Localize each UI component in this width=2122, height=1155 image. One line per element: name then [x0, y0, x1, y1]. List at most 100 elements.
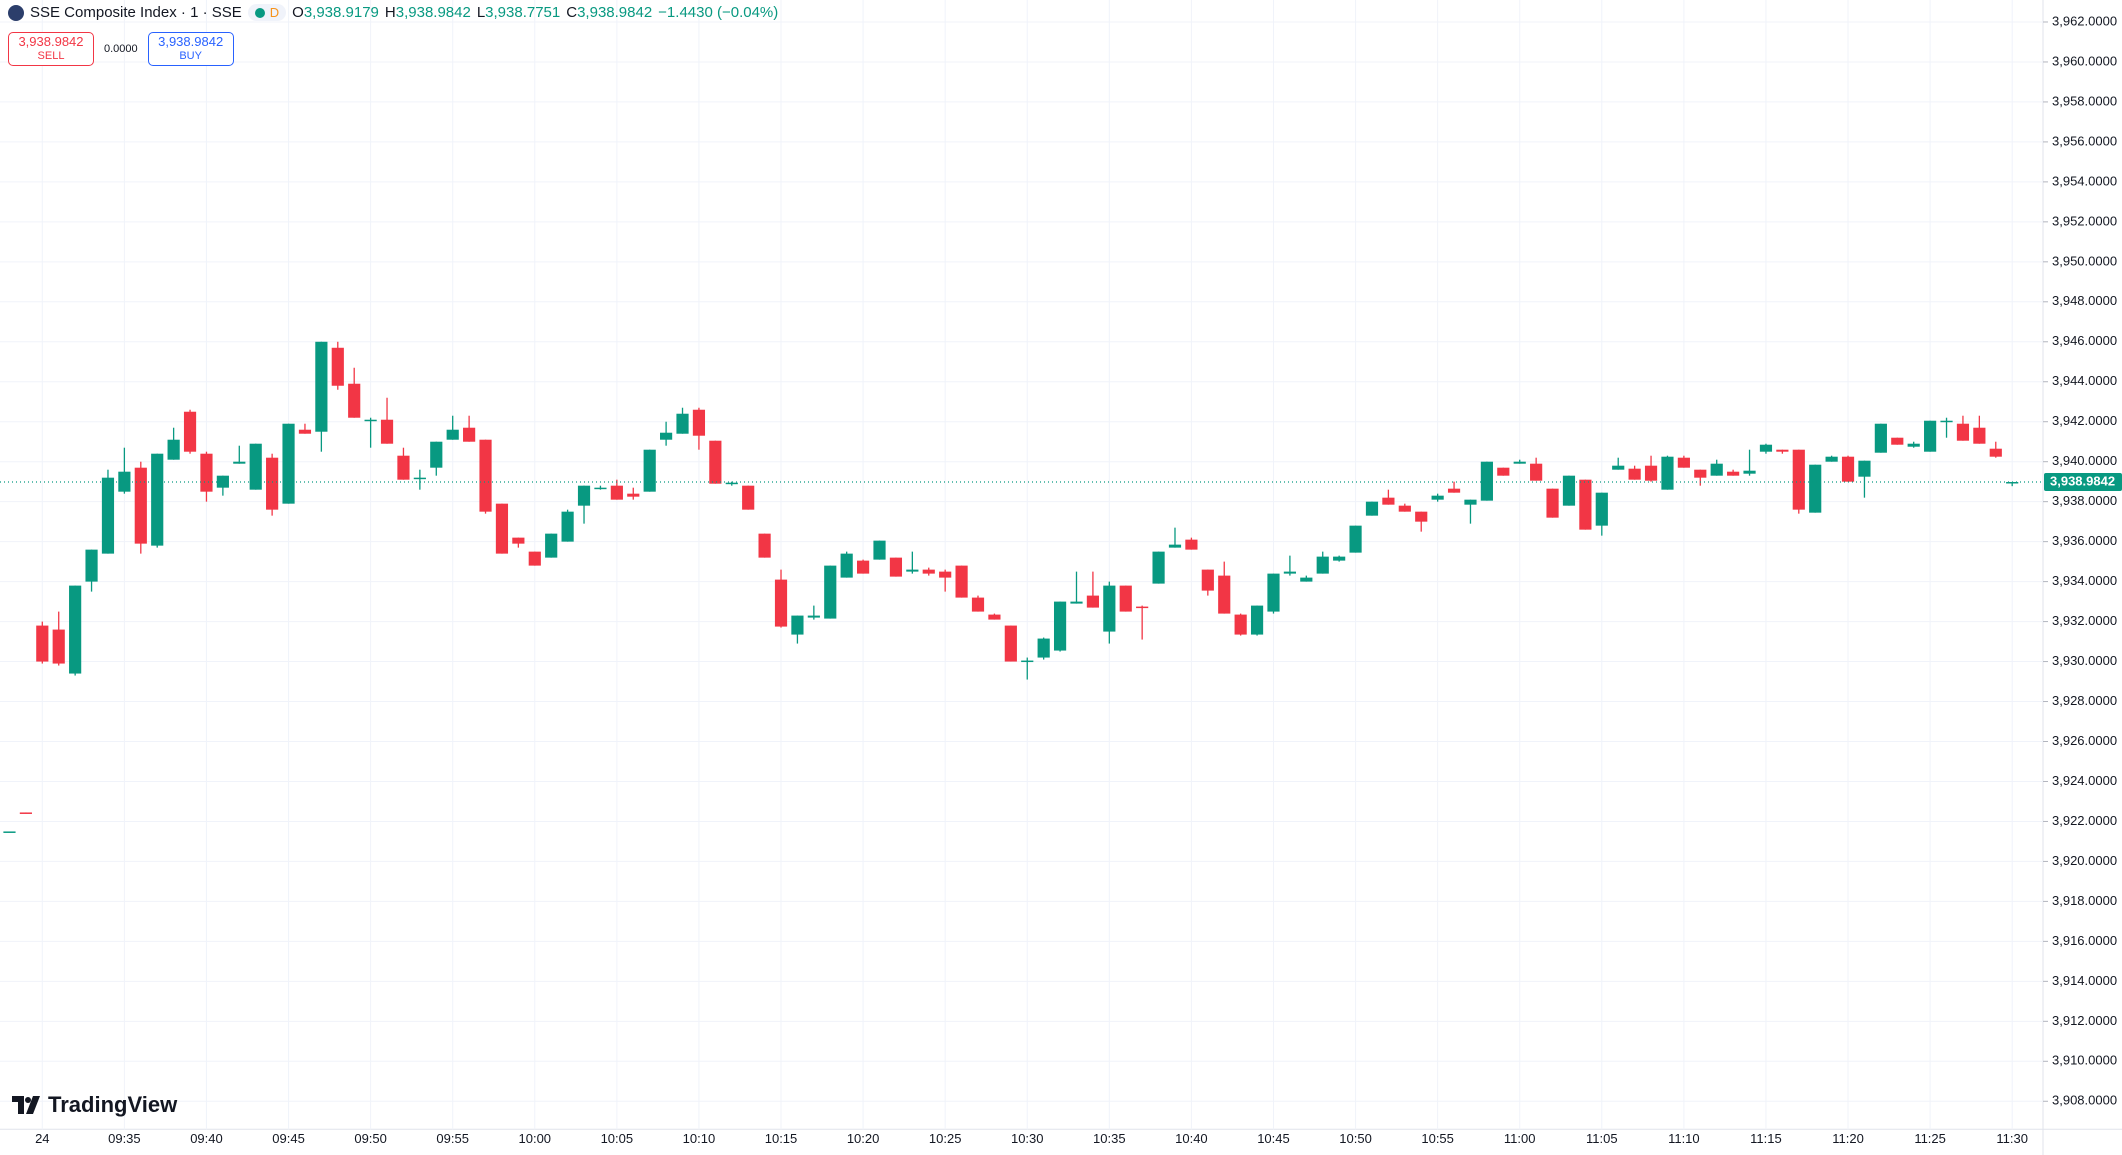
candle-body [1053, 601, 1067, 651]
candle [676, 407, 689, 434]
candle-body [266, 457, 279, 510]
candle-body [742, 485, 755, 510]
candle-body [709, 440, 722, 484]
candle [857, 559, 870, 574]
x-tick-label: 24 [35, 1131, 49, 1146]
candle [1480, 461, 1493, 501]
x-tick-label: 10:25 [929, 1131, 962, 1146]
ohlc-value: 3,938.9179 [303, 4, 379, 21]
buy-label: BUY [179, 50, 202, 62]
candle-body [1037, 638, 1050, 658]
candle [1694, 469, 1707, 486]
candle [1086, 571, 1100, 608]
candle [1644, 455, 1658, 482]
y-tick-label: 3,962.0000 [2052, 13, 2117, 28]
candle [1710, 459, 1723, 476]
candle [971, 595, 985, 612]
candle [1907, 441, 1920, 448]
candle-body [1152, 551, 1165, 584]
y-tick-label: 3,934.0000 [2052, 573, 2117, 588]
candle [1415, 511, 1428, 532]
candle-body [774, 579, 788, 627]
y-tick-label: 3,918.0000 [2052, 893, 2117, 908]
candle [610, 479, 623, 500]
candle-body [692, 409, 706, 436]
candle-body [528, 551, 541, 566]
candle-body [36, 625, 49, 662]
y-tick-label: 3,950.0000 [2052, 253, 2117, 268]
candle [774, 569, 788, 628]
y-tick-label: 3,930.0000 [2052, 653, 2117, 668]
y-tick-label: 3,910.0000 [2052, 1053, 2117, 1068]
candle-body [725, 482, 738, 485]
candle [1152, 551, 1165, 584]
candle [1727, 469, 1740, 476]
x-tick-label: 10:30 [1011, 1131, 1044, 1146]
candle [1891, 437, 1904, 445]
candle-body [1398, 505, 1411, 512]
y-tick-label: 3,916.0000 [2052, 933, 2117, 948]
y-tick-label: 3,952.0000 [2052, 213, 2117, 228]
candle-body [1759, 444, 1773, 452]
candle [1546, 488, 1559, 518]
candle [1333, 555, 1346, 562]
ohlc-open: O3,938.9179 [292, 4, 379, 21]
candle [216, 475, 229, 496]
candle [627, 487, 640, 500]
sell-button[interactable]: 3,938.9842 SELL [8, 32, 94, 66]
candle-body [643, 449, 656, 492]
candle-body [364, 419, 377, 422]
candle [577, 485, 591, 524]
candle [151, 453, 164, 548]
candle-body [1021, 660, 1034, 663]
candle [840, 551, 853, 578]
buy-button[interactable]: 3,938.9842 BUY [147, 32, 234, 66]
candle-body [955, 565, 968, 598]
candle [1874, 423, 1887, 453]
candle [19, 812, 32, 814]
x-tick-label: 11:20 [1832, 1131, 1864, 1146]
brand-logo[interactable]: TradingView [12, 1092, 177, 1118]
candle-body [1119, 585, 1132, 612]
candle [364, 417, 377, 448]
y-tick-label: 3,928.0000 [2052, 693, 2117, 708]
candle [167, 427, 180, 460]
x-tick-label: 11:10 [1668, 1131, 1700, 1146]
candle-body [233, 461, 246, 464]
candle-body [1973, 427, 1986, 444]
candle [1989, 441, 2002, 458]
candle-body [1168, 544, 1182, 548]
candle-body [1349, 525, 1362, 553]
candle-body [1103, 585, 1116, 632]
candle-body [1513, 461, 1526, 464]
candle [1562, 475, 1576, 506]
y-tick-label: 3,920.0000 [2052, 853, 2117, 868]
candle [1595, 492, 1608, 536]
x-tick-label: 10:00 [519, 1131, 552, 1146]
candle-body [1480, 461, 1493, 501]
candle [69, 585, 82, 676]
candle [1973, 415, 1986, 444]
candle-body [19, 812, 32, 814]
symbol-title[interactable]: SSE Composite Index · 1 · SSE [30, 4, 242, 21]
candle-body [413, 477, 426, 480]
candle-body [1612, 465, 1625, 470]
candle-body [807, 615, 820, 618]
candle-body [824, 565, 837, 619]
candle-body [1316, 556, 1329, 574]
candle-body [1562, 475, 1576, 506]
candle [1283, 555, 1296, 576]
candle [1579, 479, 1592, 530]
candle-body [1497, 467, 1510, 476]
last-price-tag [2044, 472, 2122, 491]
candle-body [3, 831, 16, 833]
candle [1743, 449, 1756, 476]
candle [1185, 537, 1198, 550]
candle [118, 447, 131, 494]
candle-body [610, 485, 623, 500]
candle [1513, 459, 1526, 464]
ohlc-key: H [384, 4, 396, 21]
market-status[interactable]: D [247, 4, 287, 21]
x-tick-label: 09:45 [272, 1131, 305, 1146]
ohlc-high: H3,938.9842 [385, 4, 471, 21]
